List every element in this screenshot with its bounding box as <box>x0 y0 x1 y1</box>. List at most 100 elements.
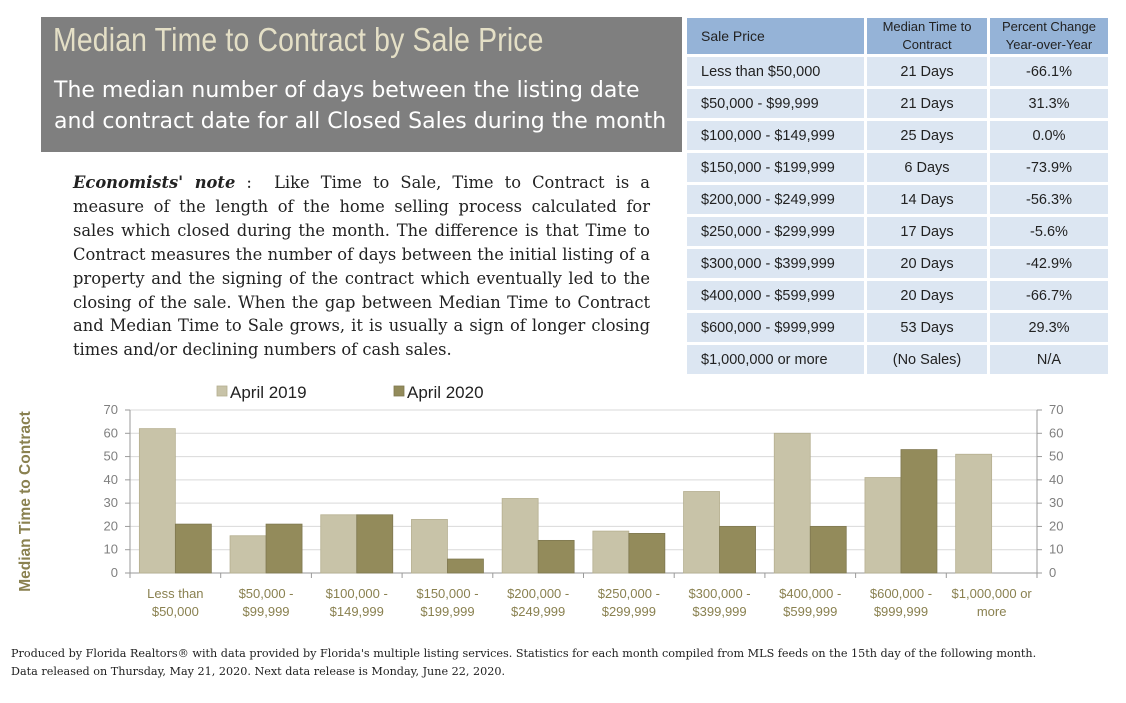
table-cell-change: 29.3% <box>990 313 1108 342</box>
bar-april-2020 <box>174 523 212 574</box>
footer: Produced by Florida Realtors® with data … <box>11 645 1111 681</box>
table-cell-change: N/A <box>990 345 1108 374</box>
y-tick-label-left: 60 <box>104 425 118 440</box>
bar-april-2020 <box>265 523 303 574</box>
x-tick-label: $150,000 - <box>416 586 478 601</box>
x-tick-label: $599,999 <box>783 604 837 619</box>
table-header-median-time: Median Time to Contract <box>867 18 987 54</box>
table-row: $200,000 - $249,999 14 Days -56.3% <box>687 185 1108 214</box>
table-cell-change: -5.6% <box>990 217 1108 246</box>
table-cell-price: $250,000 - $299,999 <box>687 217 864 246</box>
table-cell-days: 14 Days <box>867 185 987 214</box>
x-tick-label: $400,000 - <box>779 586 841 601</box>
table-cell-price: $400,000 - $599,999 <box>687 281 864 310</box>
bar-april-2020 <box>809 526 847 574</box>
x-tick-label: $999,999 <box>874 604 928 619</box>
table-cell-change: -56.3% <box>990 185 1108 214</box>
table-header-percent-change: Percent Change Year-over-Year <box>990 18 1108 54</box>
table-cell-change: -42.9% <box>990 249 1108 278</box>
note-label: Economists' note <box>73 173 236 192</box>
table-cell-change: -66.7% <box>990 281 1108 310</box>
table-cell-price: Less than $50,000 <box>687 57 864 86</box>
y-tick-label-right: 20 <box>1049 518 1063 533</box>
x-tick-label: $1,000,000 or <box>952 586 1033 601</box>
bar-april-2020 <box>356 514 394 574</box>
table-row: $400,000 - $599,999 20 Days -66.7% <box>687 281 1108 310</box>
bar-april-2019 <box>229 535 267 574</box>
page-subtitle: The median number of days between the li… <box>54 78 667 134</box>
x-tick-label: $249,999 <box>511 604 565 619</box>
y-tick-label-right: 50 <box>1049 449 1063 464</box>
y-axis-label: Median Time to Contract <box>17 411 34 592</box>
x-tick-label: $149,999 <box>330 604 384 619</box>
table-row: $50,000 - $99,999 21 Days 31.3% <box>687 89 1108 118</box>
table-row: $150,000 - $199,999 6 Days -73.9% <box>687 153 1108 182</box>
x-tick-label: $50,000 <box>152 604 199 619</box>
bar-april-2019 <box>501 498 539 574</box>
bar-april-2020 <box>537 539 575 574</box>
table-cell-price: $50,000 - $99,999 <box>687 89 864 118</box>
bar-april-2019 <box>683 491 720 574</box>
bar-april-2019 <box>773 432 811 574</box>
note-separator: : <box>235 173 275 192</box>
table-cell-days: 20 Days <box>867 249 987 278</box>
table-cell-price: $1,000,000 or more <box>687 345 864 374</box>
x-tick-label: $50,000 - <box>239 586 294 601</box>
table-cell-days: (No Sales) <box>867 345 987 374</box>
bar-april-2019 <box>138 428 176 574</box>
y-tick-label-left: 30 <box>104 495 118 510</box>
bar-april-2019 <box>592 530 630 574</box>
page-title: Median Time to Contract by Sale Price <box>53 21 544 58</box>
y-tick-label-right: 10 <box>1049 542 1063 557</box>
table-cell-price: $150,000 - $199,999 <box>687 153 864 182</box>
y-tick-label-right: 0 <box>1049 565 1056 580</box>
y-tick-label-left: 10 <box>104 542 118 557</box>
table-cell-change: 0.0% <box>990 121 1108 150</box>
table-cell-price: $200,000 - $249,999 <box>687 185 864 214</box>
table-header-row: Sale Price Median Time to Contract Perce… <box>687 18 1108 54</box>
table-row: $100,000 - $149,999 25 Days 0.0% <box>687 121 1108 150</box>
table-cell-days: 53 Days <box>867 313 987 342</box>
x-tick-label: Less than <box>147 586 203 601</box>
legend-label-april-2020: April 2020 <box>407 383 484 402</box>
y-tick-label-right: 40 <box>1049 472 1063 487</box>
legend-swatch-april-2020 <box>393 385 405 397</box>
header-banner: Median Time to Contract by Sale Price Th… <box>41 17 682 152</box>
bar-april-2020 <box>719 526 756 574</box>
x-tick-label: $200,000 - <box>507 586 569 601</box>
table-cell-days: 17 Days <box>867 217 987 246</box>
x-tick-label: $300,000 - <box>688 586 750 601</box>
bar-april-2020 <box>628 533 666 574</box>
x-tick-label: $299,999 <box>602 604 656 619</box>
y-tick-label-right: 70 <box>1049 402 1063 417</box>
table-cell-price: $300,000 - $399,999 <box>687 249 864 278</box>
table-header-sale-price: Sale Price <box>687 18 864 54</box>
x-tick-label: $250,000 - <box>598 586 660 601</box>
table-cell-change: -66.1% <box>990 57 1108 86</box>
bar-april-2019 <box>955 453 993 574</box>
table-cell-days: 20 Days <box>867 281 987 310</box>
y-tick-label-left: 0 <box>111 565 118 580</box>
table-cell-change: -73.9% <box>990 153 1108 182</box>
legend-label-april-2019: April 2019 <box>230 383 307 402</box>
footer-line-1: Produced by Florida Realtors® with data … <box>11 647 1037 660</box>
table-cell-price: $100,000 - $149,999 <box>687 121 864 150</box>
y-tick-label-right: 30 <box>1049 495 1063 510</box>
x-tick-label: $99,999 <box>243 604 290 619</box>
y-tick-label-left: 70 <box>104 402 118 417</box>
bar-april-2020 <box>900 449 938 574</box>
legend-swatch-april-2019 <box>216 385 228 397</box>
bar-april-2019 <box>320 514 358 574</box>
x-tick-label: $199,999 <box>420 604 474 619</box>
sale-price-table: Sale Price Median Time to Contract Perce… <box>684 15 1111 377</box>
table-row: $250,000 - $299,999 17 Days -5.6% <box>687 217 1108 246</box>
table-row: Less than $50,000 21 Days -66.1% <box>687 57 1108 86</box>
economists-note: Economists' note : Like Time to Sale, Ti… <box>73 171 650 362</box>
y-tick-label-right: 60 <box>1049 425 1063 440</box>
median-time-chart: 0 0 10 10 20 20 30 30 40 40 50 50 60 60 70 70 Less than $… <box>17 383 1063 619</box>
table-cell-days: 21 Days <box>867 89 987 118</box>
note-text: Like Time to Sale, Time to Contract is a… <box>73 173 651 360</box>
table-cell-days: 6 Days <box>867 153 987 182</box>
x-tick-label: $100,000 - <box>326 586 388 601</box>
x-tick-label: more <box>977 604 1007 619</box>
